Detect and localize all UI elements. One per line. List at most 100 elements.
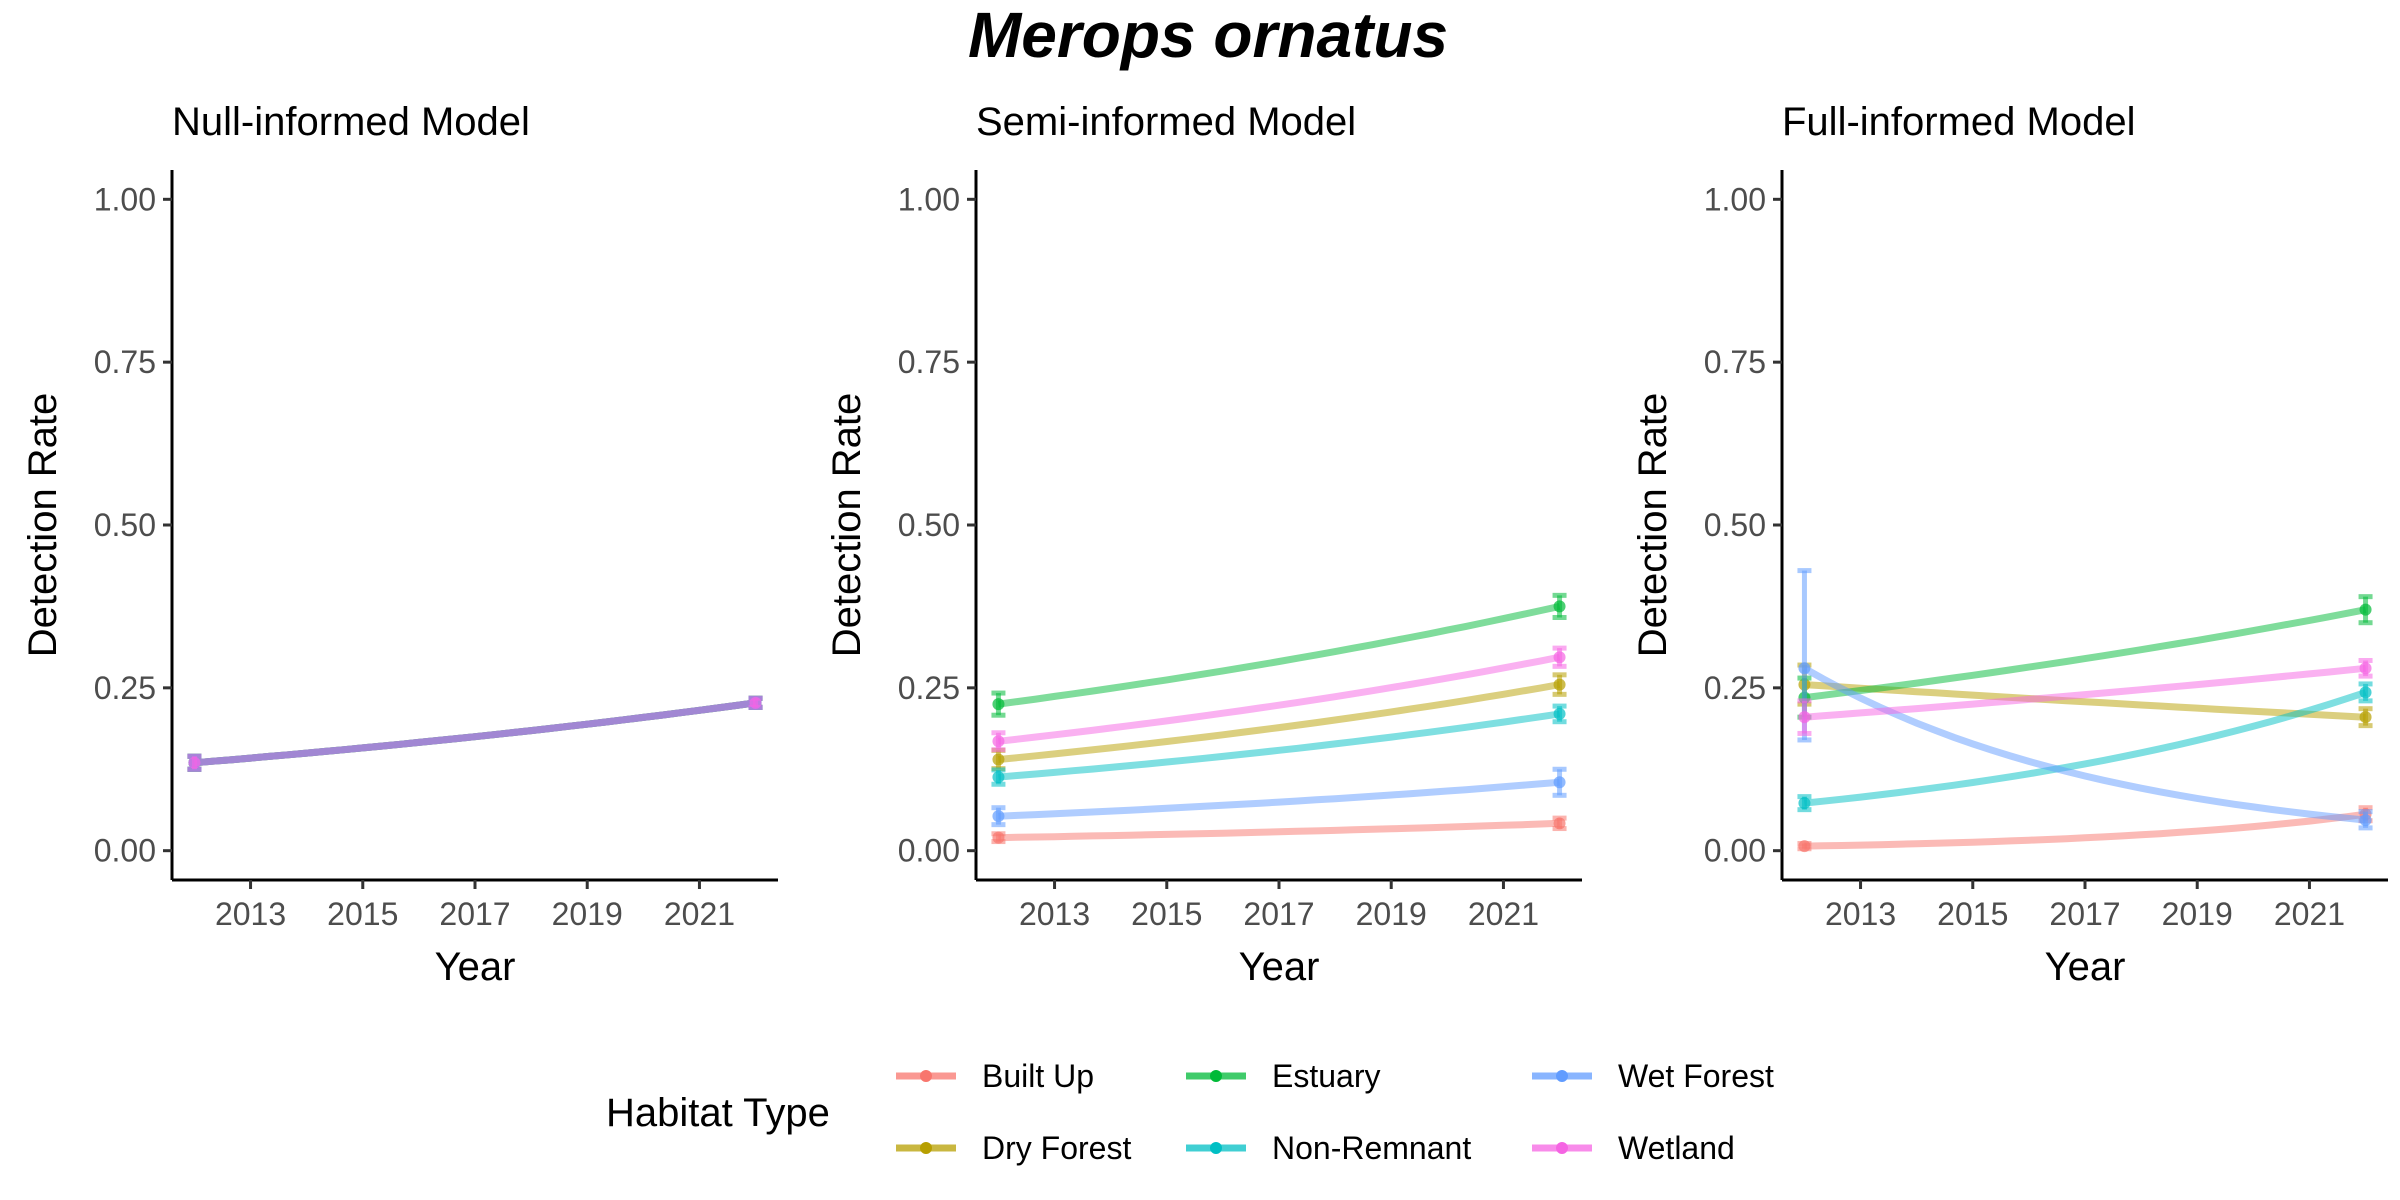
panels: Null-informed Model 0.00 0.25 0.50 0.75 1.00 2… bbox=[21, 100, 2388, 989]
x-tick-label: 2021 bbox=[2274, 896, 2345, 932]
legend-title: Habitat Type bbox=[606, 1091, 830, 1135]
panel-2: Semi-informed Model 0.00 0.25 0.50 0.75 1.00 2… bbox=[825, 100, 1582, 989]
legend-label: Non-Remnant bbox=[1272, 1130, 1471, 1166]
legend-item: Built Up bbox=[896, 1058, 1094, 1094]
data-point bbox=[1553, 651, 1566, 664]
series-line bbox=[998, 778, 1560, 820]
y-axis-label: Detection Rate bbox=[1631, 393, 1675, 658]
data-point bbox=[2359, 662, 2372, 675]
x-tick-label: 2015 bbox=[1131, 896, 1202, 932]
legend-key-point bbox=[1210, 1142, 1222, 1154]
y-tick-label: 0.00 bbox=[898, 833, 960, 869]
series-line bbox=[194, 699, 757, 767]
legend-key-point bbox=[1556, 1070, 1568, 1082]
panel-title: Full-informed Model bbox=[1782, 100, 2135, 144]
legend-label: Dry Forest bbox=[982, 1130, 1131, 1166]
y-axis-label: Detection Rate bbox=[21, 393, 65, 658]
panel-title: Semi-informed Model bbox=[976, 100, 1356, 144]
data-point bbox=[1553, 678, 1566, 691]
legend-key-point bbox=[1556, 1142, 1568, 1154]
data-point bbox=[1553, 707, 1566, 720]
legend-key-point bbox=[920, 1142, 932, 1154]
y-tick-label: 0.25 bbox=[898, 670, 960, 706]
legend-label: Wet Forest bbox=[1618, 1058, 1774, 1094]
series-line bbox=[1804, 810, 2367, 850]
y-tick-label: 0.50 bbox=[94, 507, 156, 543]
data-point bbox=[749, 696, 762, 709]
data-point bbox=[2359, 711, 2372, 724]
y-tick-label: 1.00 bbox=[94, 181, 156, 217]
y-tick-label: 0.50 bbox=[1704, 507, 1766, 543]
panel-title: Null-informed Model bbox=[172, 100, 530, 144]
x-tick-label: 2017 bbox=[1243, 896, 1314, 932]
y-tick-label: 0.75 bbox=[94, 344, 156, 380]
data-point bbox=[992, 753, 1005, 766]
panel-1: Null-informed Model 0.00 0.25 0.50 0.75 1.00 2… bbox=[21, 100, 778, 989]
series-line bbox=[1804, 681, 2366, 721]
data-point bbox=[1798, 711, 1811, 724]
series-group bbox=[187, 695, 763, 772]
legend-item: Wetland bbox=[1532, 1130, 1735, 1166]
series-line bbox=[998, 710, 1561, 781]
x-axis-label: Year bbox=[1239, 945, 1320, 989]
legend-item: Estuary bbox=[1186, 1058, 1380, 1094]
legend-item: Wet Forest bbox=[1532, 1058, 1774, 1094]
data-point bbox=[992, 831, 1005, 844]
data-point bbox=[1553, 600, 1566, 613]
legend-key-point bbox=[1210, 1070, 1222, 1082]
series-line bbox=[1804, 689, 2367, 807]
x-tick-label: 2019 bbox=[552, 896, 623, 932]
data-point bbox=[2359, 603, 2372, 616]
series-line bbox=[1802, 665, 2366, 824]
x-tick-label: 2013 bbox=[1825, 896, 1896, 932]
legend-key-point bbox=[920, 1070, 932, 1082]
data-point bbox=[2359, 814, 2372, 827]
y-tick-label: 0.25 bbox=[94, 670, 156, 706]
y-tick-label: 0.75 bbox=[898, 344, 960, 380]
data-point bbox=[1553, 817, 1566, 830]
series-line bbox=[1803, 606, 2367, 702]
x-tick-label: 2015 bbox=[327, 896, 398, 932]
x-tick-label: 2015 bbox=[1937, 896, 2008, 932]
y-tick-label: 1.00 bbox=[898, 181, 960, 217]
x-axis-label: Year bbox=[435, 945, 516, 989]
y-tick-label: 0.00 bbox=[1704, 833, 1766, 869]
series-group bbox=[1797, 568, 2373, 853]
data-point bbox=[2359, 686, 2372, 699]
series-line bbox=[1804, 664, 2366, 721]
data-point bbox=[992, 771, 1005, 784]
x-tick-label: 2013 bbox=[1019, 896, 1090, 932]
series-line bbox=[998, 681, 1561, 763]
figure-title: Merops ornatus bbox=[968, 0, 1448, 71]
x-tick-label: 2021 bbox=[664, 896, 735, 932]
y-tick-label: 0.25 bbox=[1704, 670, 1766, 706]
y-tick-label: 0.00 bbox=[94, 833, 156, 869]
data-point bbox=[992, 698, 1005, 711]
data-point bbox=[992, 810, 1005, 823]
y-tick-label: 1.00 bbox=[1704, 181, 1766, 217]
x-tick-label: 2013 bbox=[215, 896, 286, 932]
x-tick-label: 2019 bbox=[2162, 896, 2233, 932]
data-point bbox=[1798, 840, 1811, 853]
data-point bbox=[188, 756, 201, 769]
x-axis-label: Year bbox=[2045, 945, 2126, 989]
legend-label: Built Up bbox=[982, 1058, 1094, 1094]
series-line bbox=[998, 653, 1561, 745]
legend: Habitat Type Built Up Dry Forest Estuary Non… bbox=[606, 1058, 1774, 1166]
series-line bbox=[998, 819, 1560, 842]
data-point bbox=[1798, 662, 1811, 675]
x-tick-label: 2021 bbox=[1468, 896, 1539, 932]
data-point bbox=[1798, 797, 1811, 810]
data-point bbox=[1553, 776, 1566, 789]
data-point bbox=[992, 735, 1005, 748]
x-tick-label: 2019 bbox=[1356, 896, 1427, 932]
series-line bbox=[997, 602, 1561, 708]
legend-item: Non-Remnant bbox=[1186, 1130, 1471, 1166]
y-tick-label: 0.75 bbox=[1704, 344, 1766, 380]
panel-3: Full-informed Model 0.00 0.25 0.50 0.75 1.00 2… bbox=[1631, 100, 2388, 989]
x-tick-label: 2017 bbox=[2049, 896, 2120, 932]
legend-label: Estuary bbox=[1272, 1058, 1380, 1094]
y-tick-label: 0.50 bbox=[898, 507, 960, 543]
legend-item: Dry Forest bbox=[896, 1130, 1131, 1166]
